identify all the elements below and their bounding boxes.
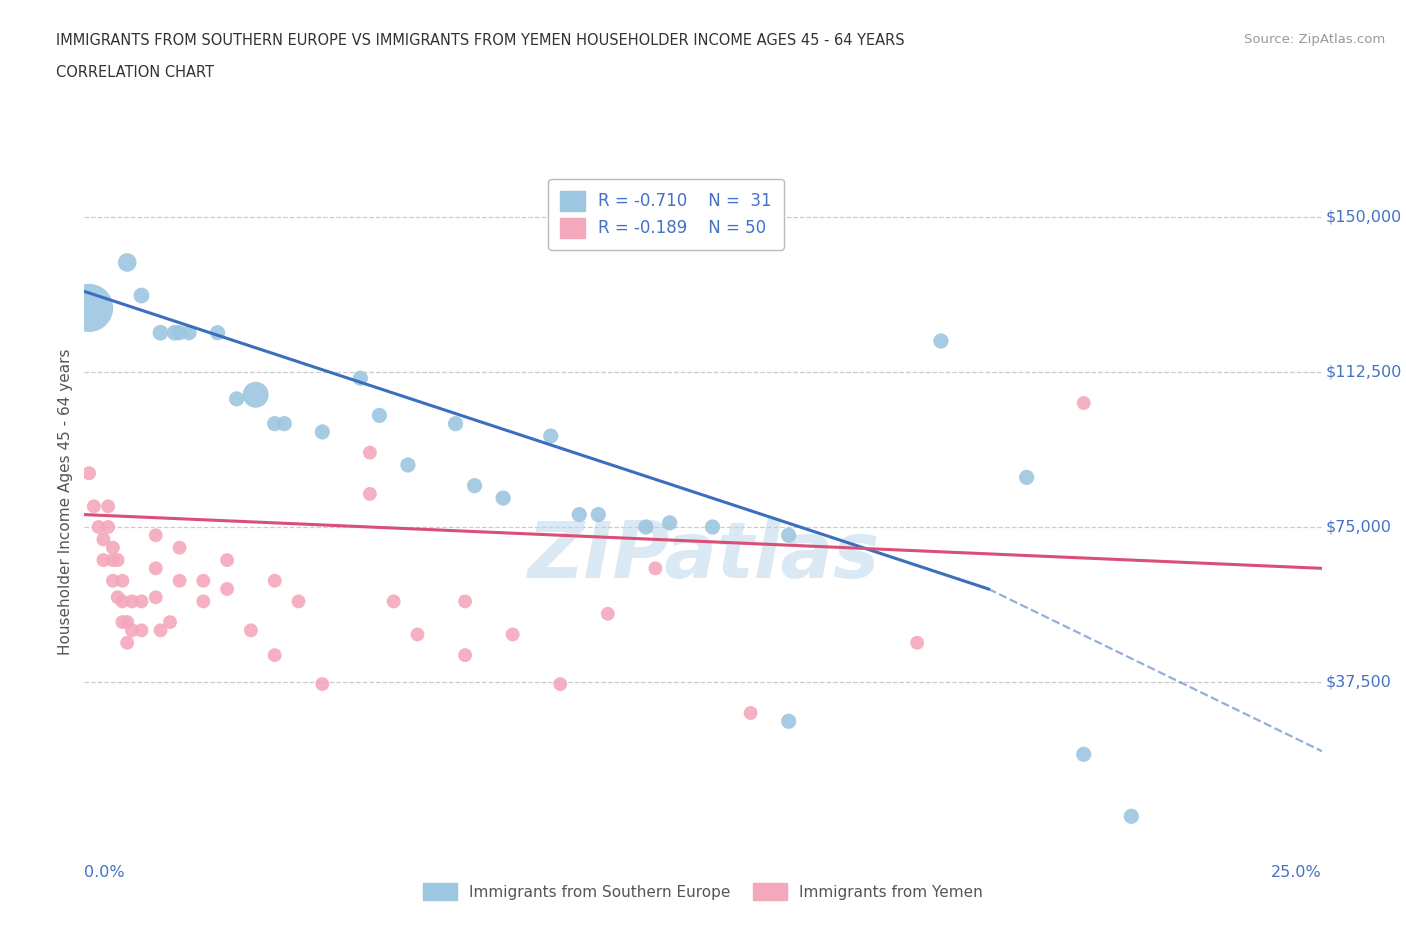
Point — [263, 573, 285, 588]
Point — [644, 561, 666, 576]
Point — [169, 540, 191, 555]
Point — [1073, 747, 1095, 762]
Point — [111, 615, 134, 630]
Text: $112,500: $112,500 — [1326, 365, 1402, 379]
Text: 0.0%: 0.0% — [84, 865, 125, 880]
Point — [217, 552, 239, 567]
Text: IMMIGRANTS FROM SOUTHERN EUROPE VS IMMIGRANTS FROM YEMEN HOUSEHOLDER INCOME AGES: IMMIGRANTS FROM SOUTHERN EUROPE VS IMMIG… — [56, 33, 905, 47]
Point — [101, 552, 124, 567]
Point — [107, 590, 129, 604]
Point — [149, 623, 172, 638]
Text: $150,000: $150,000 — [1326, 209, 1402, 224]
Point — [502, 627, 524, 642]
Point — [548, 677, 571, 692]
Text: CORRELATION CHART: CORRELATION CHART — [56, 65, 214, 80]
Point — [1015, 470, 1038, 485]
Point — [169, 573, 191, 588]
Point — [163, 326, 186, 340]
Text: 25.0%: 25.0% — [1271, 865, 1322, 880]
Point — [740, 706, 762, 721]
Point — [111, 573, 134, 588]
Point — [406, 627, 429, 642]
Point — [193, 594, 215, 609]
Point — [287, 594, 309, 609]
Point — [217, 581, 239, 596]
Point — [492, 491, 515, 506]
Point — [905, 635, 928, 650]
Point — [311, 424, 333, 439]
Point — [540, 429, 562, 444]
Point — [101, 540, 124, 555]
Point — [263, 647, 285, 662]
Point — [207, 326, 229, 340]
Point — [97, 498, 120, 513]
Point — [121, 623, 143, 638]
Point — [131, 288, 153, 303]
Point — [225, 392, 247, 406]
Point — [93, 532, 115, 547]
Point — [349, 371, 371, 386]
Y-axis label: Householder Income Ages 45 - 64 years: Householder Income Ages 45 - 64 years — [58, 349, 73, 656]
Point — [101, 573, 124, 588]
Point — [97, 520, 120, 535]
Point — [145, 561, 167, 576]
Point — [93, 552, 115, 567]
Point — [444, 417, 467, 432]
Point — [115, 635, 138, 650]
Point — [454, 647, 477, 662]
Point — [77, 466, 100, 481]
Point — [588, 507, 610, 522]
Point — [568, 507, 591, 522]
Point — [359, 445, 381, 460]
Point — [193, 573, 215, 588]
Point — [145, 590, 167, 604]
Text: $75,000: $75,000 — [1326, 520, 1392, 535]
Point — [359, 486, 381, 501]
Point — [145, 528, 167, 543]
Point — [83, 498, 105, 513]
Point — [929, 334, 952, 349]
Point — [169, 326, 191, 340]
Point — [658, 515, 681, 530]
Point — [87, 520, 110, 535]
Point — [1121, 809, 1143, 824]
Point — [115, 255, 138, 270]
Point — [464, 478, 486, 493]
Point — [382, 594, 405, 609]
Point — [107, 552, 129, 567]
Point — [778, 714, 800, 729]
Point — [311, 677, 333, 692]
Point — [177, 326, 200, 340]
Point — [159, 615, 181, 630]
Legend: Immigrants from Southern Europe, Immigrants from Yemen: Immigrants from Southern Europe, Immigra… — [418, 876, 988, 907]
Point — [1073, 395, 1095, 410]
Text: ZIPatlas: ZIPatlas — [527, 518, 879, 593]
Point — [273, 417, 295, 432]
Text: $37,500: $37,500 — [1326, 674, 1391, 689]
Point — [702, 520, 724, 535]
Point — [121, 594, 143, 609]
Point — [245, 387, 267, 402]
Point — [131, 594, 153, 609]
Point — [263, 417, 285, 432]
Point — [239, 623, 262, 638]
Point — [778, 528, 800, 543]
Point — [396, 458, 419, 472]
Point — [596, 606, 619, 621]
Point — [634, 520, 657, 535]
Text: Source: ZipAtlas.com: Source: ZipAtlas.com — [1244, 33, 1385, 46]
Point — [368, 408, 391, 423]
Point — [131, 623, 153, 638]
Point — [111, 594, 134, 609]
Point — [77, 300, 100, 315]
Point — [454, 594, 477, 609]
Point — [115, 615, 138, 630]
Point — [149, 326, 172, 340]
